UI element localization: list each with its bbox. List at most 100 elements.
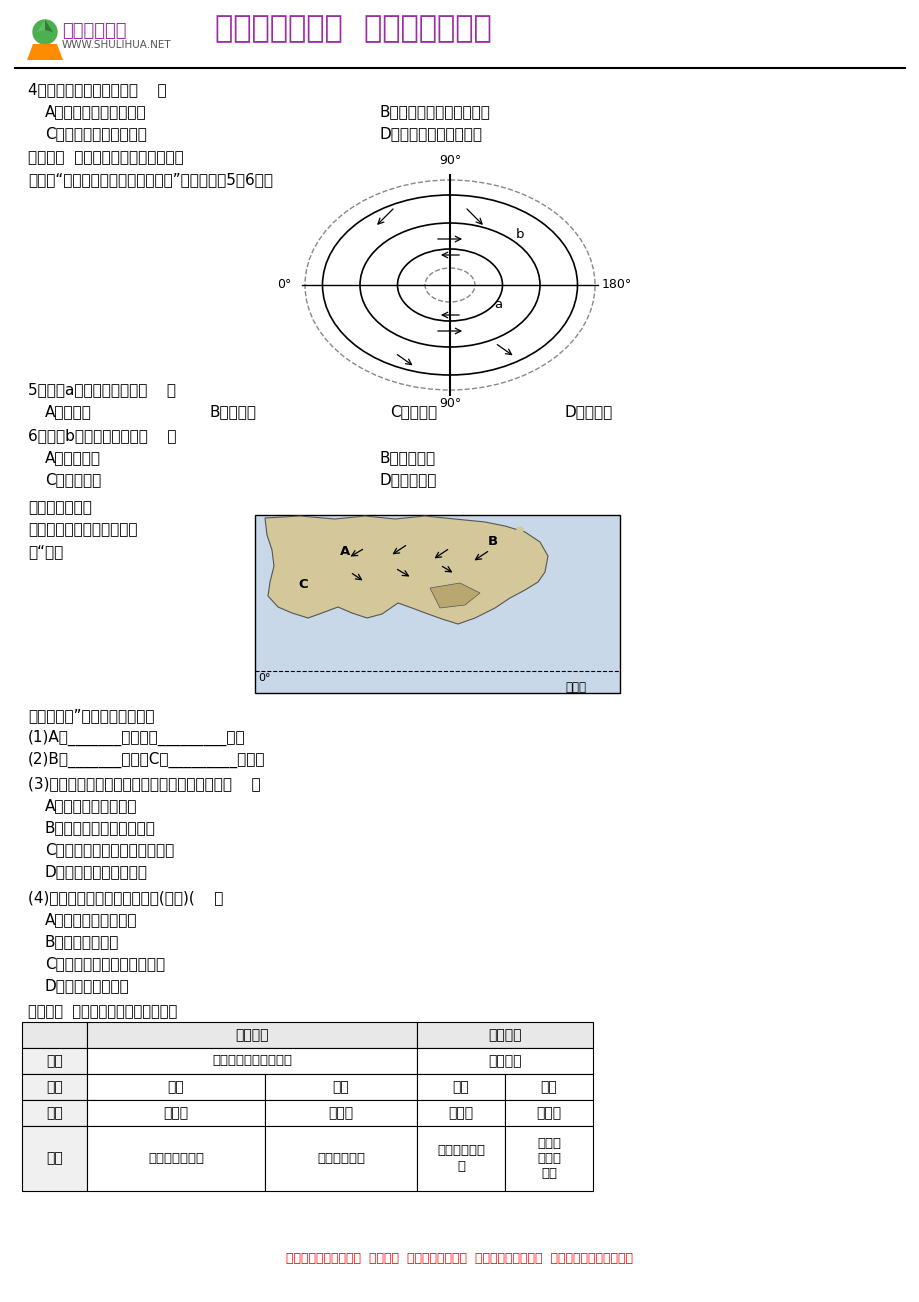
- FancyBboxPatch shape: [22, 1022, 87, 1048]
- Text: 提供精品打包资料下载  组卷服务  看万节优质课录像  免费下百万教学资源  提供论文写作及发表服务: 提供精品打包资料下载 组卷服务 看万节优质课录像 免费下百万教学资源 提供论文写…: [286, 1253, 633, 1266]
- Text: (4)形成南亚季风的主要原因是(双选)(    ）: (4)形成南亚季风的主要原因是(双选)( ）: [28, 891, 223, 905]
- Text: 源地: 源地: [46, 1151, 62, 1165]
- Text: C: C: [298, 578, 307, 591]
- FancyBboxPatch shape: [505, 1126, 593, 1191]
- Text: 南亚季风: 南亚季风: [488, 1029, 521, 1042]
- Text: C．东南风: C．东南风: [390, 404, 437, 419]
- Text: a: a: [494, 298, 502, 311]
- Text: 类型: 类型: [46, 1055, 62, 1068]
- Text: 0°: 0°: [257, 673, 270, 684]
- Text: 副热带太平洋: 副热带太平洋: [317, 1152, 365, 1165]
- Text: D．东亚东侧的海洋最深: D．东亚东侧的海洋最深: [45, 865, 148, 879]
- FancyBboxPatch shape: [255, 516, 619, 693]
- FancyBboxPatch shape: [22, 1074, 87, 1100]
- Text: C．大陆上等温线向北凸: C．大陆上等温线向北凸: [45, 126, 147, 141]
- Text: B．高温多雨: B．高温多雨: [380, 450, 436, 465]
- Text: C．气压带、风带的季节移动: C．气压带、风带的季节移动: [45, 956, 165, 971]
- Text: 6．图中b处的气候特征是（    ）: 6．图中b处的气候特征是（ ）: [28, 428, 176, 443]
- Text: C．亚洲的气压带、风带最完整: C．亚洲的气压带、风带最完整: [45, 842, 174, 857]
- Text: B．西北风: B．西北风: [210, 404, 256, 419]
- Text: D．地面反射率不同: D．地面反射率不同: [45, 978, 130, 993]
- Text: 知识点二  气压带和风带对气候的影响: 知识点二 气压带和风带对气候的影响: [28, 150, 184, 165]
- FancyBboxPatch shape: [416, 1100, 505, 1126]
- FancyBboxPatch shape: [15, 5, 199, 62]
- Polygon shape: [37, 20, 45, 33]
- FancyBboxPatch shape: [87, 1074, 265, 1100]
- FancyBboxPatch shape: [0, 1249, 919, 1280]
- Text: 5．图中a处的盛行风向是（    ）: 5．图中a处的盛行风向是（ ）: [28, 381, 176, 397]
- FancyBboxPatch shape: [416, 1074, 505, 1100]
- FancyBboxPatch shape: [87, 1048, 416, 1074]
- Text: A: A: [340, 546, 350, 559]
- FancyBboxPatch shape: [265, 1126, 416, 1191]
- Text: 副气压: 副气压: [564, 681, 585, 694]
- Text: 风向: 风向: [46, 1105, 62, 1120]
- Text: (2)B为_______季风，C为_________季风。: (2)B为_______季风，C为_________季风。: [28, 753, 266, 768]
- Text: 温带季风、亚热带季风: 温带季风、亚热带季风: [211, 1055, 291, 1068]
- Text: 下图是“半球近地面风带分布示意图”，读图回筕5～6题。: 下图是“半球近地面风带分布示意图”，读图回筕5～6题。: [28, 172, 273, 187]
- FancyBboxPatch shape: [416, 1022, 593, 1048]
- Text: B．海陆热力性质差异明显: B．海陆热力性质差异明显: [45, 820, 155, 835]
- Circle shape: [516, 527, 522, 533]
- Circle shape: [33, 20, 57, 44]
- Text: 180°: 180°: [601, 279, 631, 292]
- Text: WWW.SHULIHUA.NET: WWW.SHULIHUA.NET: [62, 40, 172, 49]
- Text: 蒙古、西伯利亚: 蒙古、西伯利亚: [148, 1152, 204, 1165]
- Text: 热带季风: 热带季风: [488, 1055, 521, 1068]
- Text: B．气压带、风带向北移动: B．气压带、风带向北移动: [380, 104, 491, 118]
- Text: 90°: 90°: [438, 397, 460, 410]
- Text: 【方法技巧练】: 【方法技巧练】: [28, 500, 92, 516]
- Text: 冬季: 冬季: [167, 1079, 184, 1094]
- FancyBboxPatch shape: [22, 1048, 87, 1074]
- FancyBboxPatch shape: [265, 1100, 416, 1126]
- Text: A．夏威夷高压势力强盛: A．夏威夷高压势力强盛: [45, 104, 146, 118]
- Text: C．温和干燥: C．温和干燥: [45, 473, 101, 487]
- Text: 读“亚洲: 读“亚洲: [28, 544, 63, 559]
- FancyBboxPatch shape: [22, 1100, 87, 1126]
- Text: 夏季: 夏季: [333, 1079, 349, 1094]
- Text: 夏季: 夏季: [540, 1079, 557, 1094]
- Text: 90°: 90°: [438, 154, 460, 167]
- Text: 东亚季风与南亚季风的比较: 东亚季风与南亚季风的比较: [28, 522, 137, 536]
- FancyBboxPatch shape: [87, 1022, 416, 1048]
- Text: 东北风: 东北风: [448, 1105, 473, 1120]
- Text: 冬季: 冬季: [452, 1079, 469, 1094]
- Text: 西北风: 西北风: [164, 1105, 188, 1120]
- Text: 0°: 0°: [278, 279, 291, 292]
- Text: 蒙古、西伯利
亚: 蒙古、西伯利 亚: [437, 1144, 484, 1173]
- Text: A．炎热干燥: A．炎热干燥: [45, 450, 101, 465]
- Text: (3)亚洲东部季风环流最为典型，其主要原因是（    ）: (3)亚洲东部季风环流最为典型，其主要原因是（ ）: [28, 776, 260, 792]
- Text: 季风示意图”，回答下列问题。: 季风示意图”，回答下列问题。: [28, 708, 154, 723]
- Circle shape: [504, 531, 512, 539]
- Polygon shape: [45, 20, 53, 33]
- Text: A．海陆热力性质差异: A．海陆热力性质差异: [45, 911, 137, 927]
- Text: b: b: [516, 228, 524, 241]
- Text: B: B: [487, 535, 497, 548]
- Text: A．东北风: A．东北风: [45, 404, 92, 419]
- FancyBboxPatch shape: [505, 1074, 593, 1100]
- FancyBboxPatch shape: [265, 1074, 416, 1100]
- Polygon shape: [265, 516, 548, 624]
- Text: 赤道附
近的印
度洋: 赤道附 近的印 度洋: [537, 1137, 561, 1180]
- Text: 季节: 季节: [46, 1079, 62, 1094]
- Text: B．亚洲地形状况: B．亚洲地形状况: [45, 934, 119, 949]
- Text: 集网络资源精华  汇名校名师力作: 集网络资源精华 汇名校名师力作: [215, 14, 492, 43]
- FancyBboxPatch shape: [87, 1126, 265, 1191]
- Text: 4．由气压值可推断此时（    ）: 4．由气压值可推断此时（ ）: [28, 82, 166, 98]
- Text: (1)A为_______压，又称_________压。: (1)A为_______压，又称_________压。: [28, 730, 245, 746]
- Text: 东亚季风: 东亚季风: [235, 1029, 268, 1042]
- Text: D．西南风: D．西南风: [564, 404, 613, 419]
- FancyBboxPatch shape: [505, 1100, 593, 1126]
- Text: D．印度半岛盛行东北风: D．印度半岛盛行东北风: [380, 126, 482, 141]
- Text: 西南风: 西南风: [536, 1105, 561, 1120]
- Text: A．亚洲的山区最高大: A．亚洲的山区最高大: [45, 798, 137, 812]
- Text: 书利华教育网: 书利华教育网: [62, 22, 127, 40]
- Polygon shape: [27, 44, 62, 60]
- FancyBboxPatch shape: [87, 1100, 265, 1126]
- Text: D．温和湿润: D．温和湿润: [380, 473, 437, 487]
- FancyBboxPatch shape: [416, 1048, 593, 1074]
- Text: 东南风: 东南风: [328, 1105, 353, 1120]
- FancyBboxPatch shape: [416, 1126, 505, 1191]
- Polygon shape: [429, 583, 480, 608]
- FancyBboxPatch shape: [22, 1126, 87, 1191]
